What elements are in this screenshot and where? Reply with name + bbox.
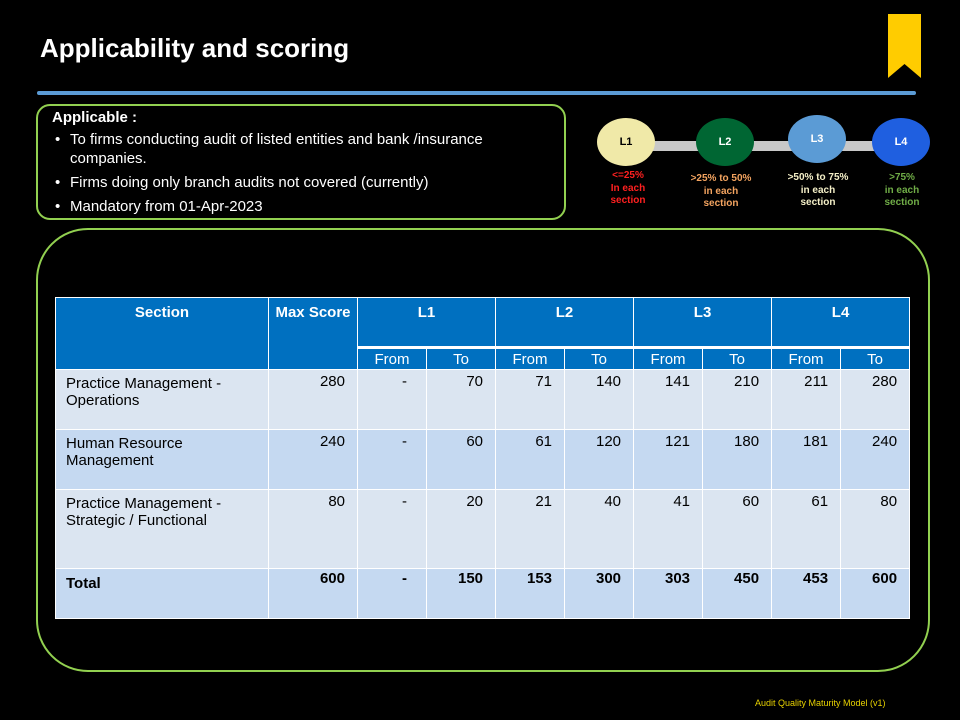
cell-l3-from: 121 [633,429,704,490]
header-section: Section [55,297,269,370]
bookmark-icon [888,14,921,78]
total-row: Total 600 - 150 153 300 303 450 453 600 [55,568,911,619]
total-label: Total [55,568,269,619]
header-to: To [425,346,497,370]
cell-l1-to: 60 [425,429,497,490]
header-max-score: Max Score [268,297,358,370]
cell-l4-from: 211 [771,369,842,430]
header-to: To [564,346,635,370]
row-max-score: 280 [268,369,358,430]
table-frame [36,228,930,672]
header-to: To [702,346,773,370]
row-section: Human Resource Management [55,429,269,490]
header-from: From [357,346,427,370]
level-l1-description: <=25% In each section [610,170,646,206]
level-l4-circle: L4 [872,118,930,166]
cell-l2-to: 40 [564,489,635,569]
footer-text: Audit Quality Maturity Model (v1) [755,698,886,708]
cell-l1-to: 20 [425,489,497,569]
level-l3-description: >50% to 75% in each section [787,172,849,208]
row-section: Practice Management - Strategic / Functi… [55,489,269,569]
applicable-list: To firms conducting audit of listed enti… [52,130,554,216]
total-l3-to: 450 [702,568,773,619]
cell-l1-from: - [357,489,427,569]
cell-l1-from: - [357,369,427,430]
cell-l3-to: 60 [702,489,773,569]
cell-l3-from: 41 [633,489,704,569]
level-l4-description: >75% in each section [884,172,920,208]
row-max-score: 240 [268,429,358,490]
total-l1-from: - [357,568,427,619]
title-underline [37,91,916,95]
cell-l4-to: 280 [840,369,911,430]
cell-l1-to: 70 [425,369,497,430]
header-level-l3: L3 [633,297,773,348]
cell-l2-from: 61 [495,429,566,490]
level-l3-circle: L3 [788,115,846,163]
level-l1-circle: L1 [597,118,655,166]
table-row: Practice Management - Strategic / Functi… [55,489,911,569]
header-from: From [771,346,842,370]
level-connector [625,141,900,151]
scoring-table: Section Max Score L1 L2 L3 L4 From To Fr… [55,297,911,619]
level-scale: L1 L2 L3 L4 <=25% In each section >25% to … [590,110,940,220]
header-level-l4: L4 [771,297,911,348]
applicable-bullet: Mandatory from 01-Apr-2023 [52,197,554,216]
applicable-bullet: Firms doing only branch audits not cover… [52,173,554,192]
cell-l2-from: 21 [495,489,566,569]
row-max-score: 80 [268,489,358,569]
cell-l2-to: 140 [564,369,635,430]
cell-l3-to: 180 [702,429,773,490]
applicable-heading: Applicable : [52,109,138,126]
cell-l3-from: 141 [633,369,704,430]
header-level-l1: L1 [356,297,497,348]
table-row: Human Resource Management 240 - 60 61 12… [55,429,911,490]
table-row: Practice Management - Operations 280 - 7… [55,369,911,430]
total-l4-from: 453 [771,568,842,619]
row-section: Practice Management - Operations [55,369,269,430]
cell-l3-to: 210 [702,369,773,430]
header-from: From [633,346,704,370]
page-title: Applicability and scoring [40,33,350,63]
level-l2-description: >25% to 50% in each section [690,173,752,209]
total-l2-to: 300 [564,568,635,619]
total-l4-to: 600 [840,568,911,619]
total-l1-to: 150 [425,568,497,619]
total-l2-from: 153 [495,568,566,619]
applicable-box: Applicable : To firms conducting audit o… [36,104,566,220]
cell-l4-from: 61 [771,489,842,569]
cell-l4-from: 181 [771,429,842,490]
header-level-l2: L2 [495,297,635,348]
header-from: From [495,346,566,370]
cell-l4-to: 80 [840,489,911,569]
cell-l2-to: 120 [564,429,635,490]
header-to: To [840,346,911,370]
applicable-bullet: To firms conducting audit of listed enti… [52,130,554,168]
total-l3-from: 303 [633,568,704,619]
level-l2-circle: L2 [696,118,754,166]
cell-l2-from: 71 [495,369,566,430]
cell-l1-from: - [357,429,427,490]
total-max-score: 600 [268,568,358,619]
cell-l4-to: 240 [840,429,911,490]
